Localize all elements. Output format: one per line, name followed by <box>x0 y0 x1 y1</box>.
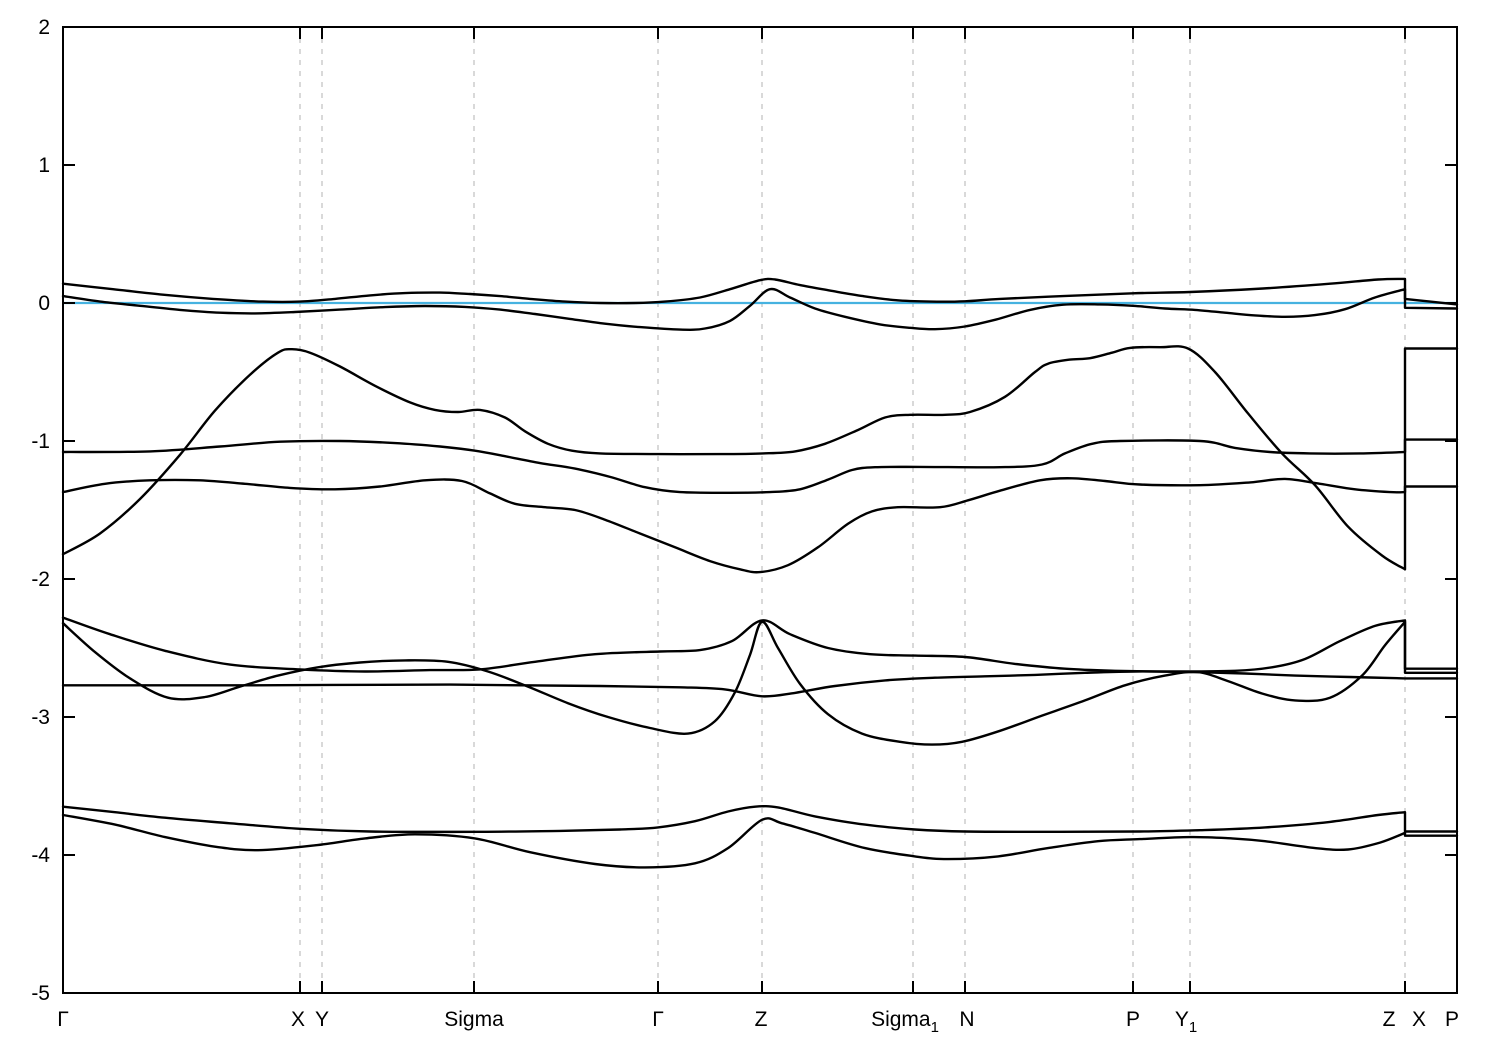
band-4 <box>61 438 1459 495</box>
band-3 <box>61 345 1459 571</box>
y-tick-label: -5 <box>31 982 50 1005</box>
band-7 <box>61 620 1459 746</box>
band-2 <box>61 287 1459 331</box>
k-point-label: P <box>1126 1008 1140 1031</box>
k-point-label: Γ <box>652 1008 664 1031</box>
band-9 <box>61 804 1459 834</box>
k-point-label: P <box>1445 1008 1459 1031</box>
band-8 <box>61 670 1459 698</box>
y-tick-label: 2 <box>38 16 50 39</box>
y-tick-label: -4 <box>31 844 50 867</box>
y-tick-label: -1 <box>31 430 50 453</box>
k-point-label: Y <box>315 1008 329 1031</box>
k-point-label: Y1 <box>1175 1008 1197 1036</box>
y-tick-label: -2 <box>31 568 50 591</box>
energy-bands <box>61 277 1459 869</box>
y-tick-label: -3 <box>31 706 50 729</box>
k-point-label: X <box>291 1008 305 1031</box>
k-point-label: Z <box>755 1008 768 1031</box>
k-point-label: Sigma1 <box>871 1008 939 1036</box>
k-point-label: N <box>959 1008 974 1031</box>
axis-labels: 210-1-2-3-4-5Γ X Y Sigma Γ Z Sigma1 N P Y1 Z X P <box>31 16 1459 1036</box>
axes-and-ticks <box>62 26 1458 994</box>
y-tick-label: 0 <box>38 292 50 315</box>
k-point-label: X <box>1412 1008 1426 1031</box>
band-1 <box>61 277 1459 306</box>
band-5 <box>61 477 1459 574</box>
k-point-label: Γ <box>57 1008 69 1031</box>
plot-border <box>62 26 1458 994</box>
band-10 <box>61 813 1459 869</box>
k-point-label: Z <box>1383 1008 1396 1031</box>
y-tick-label: 1 <box>38 154 50 177</box>
band-6 <box>61 616 1459 673</box>
k-point-label: Sigma <box>444 1008 504 1031</box>
gridlines <box>299 27 1406 993</box>
